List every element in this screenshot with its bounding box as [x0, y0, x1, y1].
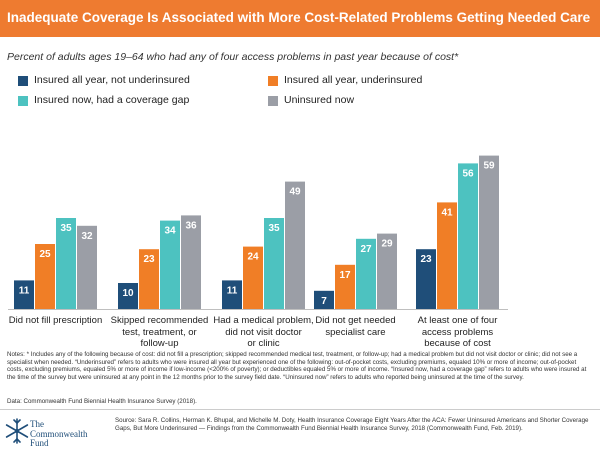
x-tick-label-1: Skipped recommended test, treatment, or fo… [100, 315, 220, 350]
bar-value-label-4-1: 41 [441, 207, 453, 218]
x-tick-label-3-line-0: Did not get needed [315, 315, 396, 326]
snowflake-icon [5, 418, 29, 444]
data-source-text: Data: Commonwealth Fund Biennial Health … [7, 398, 197, 405]
x-tick-label-1-line-2: follow-up [140, 338, 179, 349]
bar-value-label-3-0: 7 [321, 296, 327, 307]
bar-4-2 [458, 163, 478, 309]
x-tick-label-2-line-0: Had a medical problem, [213, 315, 314, 326]
x-tick-label-0-line-0: Did not fill prescription [8, 315, 103, 326]
x-tick-label-4-line-1: access problems [421, 326, 494, 338]
logo-line-3: Fund [30, 438, 49, 448]
x-tick-label-2-line-2: or clinic [247, 338, 280, 349]
bar-2-0 [222, 280, 242, 309]
x-tick-label-3: Did not get needed specialist care [296, 315, 416, 338]
bar-value-label-4-2: 56 [462, 168, 474, 179]
x-tick-label-4-line-0: At least one of four [417, 315, 498, 326]
x-tick-label-2-line-1: did not visit doctor [225, 326, 302, 338]
footer-divider [0, 409, 600, 410]
legend-label-0: Insured all year, not underinsured [34, 74, 190, 86]
x-tick-label-1-line-1: test, treatment, or [122, 326, 197, 338]
bar-value-label-0-2: 35 [60, 223, 72, 234]
bar-value-label-3-2: 27 [360, 244, 372, 255]
x-tick-label-3-line-1: specialist care [325, 326, 386, 338]
commonwealth-fund-logo [4, 415, 114, 447]
x-tick-label-1-line-0: Skipped recommended [110, 315, 209, 326]
bar-value-label-4-3: 59 [483, 161, 495, 172]
legend-swatch-2 [18, 96, 28, 106]
x-tick-label-4-line-2: because of cost [424, 338, 491, 349]
bar-1-2 [160, 220, 180, 309]
header-bar: Inadequate Coverage Is Associated with M… [0, 0, 600, 37]
bar-0-3 [77, 225, 97, 309]
bar-3-1 [335, 264, 355, 309]
x-tick-label-2: Had a medical problem, did not visit doct… [204, 315, 324, 350]
logo-text: The Commonwealth Fund [30, 419, 88, 449]
legend-label-1: Insured all year, underinsured [284, 74, 423, 86]
legend-label-3: Uninsured now [284, 94, 355, 106]
notes-text: Notes: * Includes any of the following b… [7, 351, 587, 381]
bar-3-0 [314, 290, 334, 309]
bar-value-label-0-1: 25 [39, 249, 51, 260]
legend-swatch-0 [18, 76, 28, 86]
bar-4-1 [437, 202, 457, 309]
bar-0-1 [35, 244, 55, 309]
bar-4-0 [416, 249, 436, 309]
legend-swatch-1 [268, 76, 278, 86]
legend-swatch-3 [268, 96, 278, 106]
bar-value-label-3-3: 29 [381, 239, 393, 250]
bar-value-label-0-3: 32 [81, 231, 93, 242]
bar-value-label-1-1: 23 [143, 254, 155, 265]
bar-value-label-3-1: 17 [339, 270, 351, 281]
bar-value-label-0-0: 11 [19, 285, 30, 296]
x-tick-label-0: Did not fill prescription [0, 315, 116, 327]
legend: Insured all year, not underinsured Insur… [0, 0, 600, 120]
chart-title: Inadequate Coverage Is Associated with M… [7, 10, 591, 25]
bar-2-1 [243, 246, 263, 309]
bar-value-label-1-0: 10 [122, 288, 134, 299]
bar-1-1 [139, 249, 159, 309]
bar-1-0 [118, 283, 138, 309]
bar-value-label-2-2: 35 [268, 223, 280, 234]
bar-value-label-2-3: 49 [289, 187, 301, 198]
bar-2-3 [285, 181, 305, 309]
bar-value-label-2-0: 11 [227, 285, 238, 296]
bar-3-2 [356, 238, 376, 309]
source-citation: Source: Sara R. Collins, Herman K. Bhupa… [115, 417, 589, 432]
bar-4-3 [479, 155, 499, 309]
bar-value-label-2-1: 24 [247, 252, 259, 263]
bar-value-label-4-0: 23 [420, 254, 432, 265]
legend-label-2: Insured now, had a coverage gap [34, 94, 190, 106]
bar-value-label-1-3: 36 [185, 220, 197, 231]
logo-line-1: The [30, 419, 44, 429]
bar-0-0 [14, 280, 34, 309]
logo-line-2: Commonwealth [30, 428, 88, 439]
bar-value-label-1-2: 34 [164, 226, 176, 237]
bar-3-3 [377, 233, 397, 309]
bar-1-3 [181, 215, 201, 309]
bar-0-2 [56, 218, 76, 309]
bar-2-2 [264, 218, 284, 309]
x-tick-label-4: At least one of four access problems becau… [398, 315, 518, 350]
chart-subtitle: Percent of adults ages 19–64 who had any… [7, 51, 459, 63]
